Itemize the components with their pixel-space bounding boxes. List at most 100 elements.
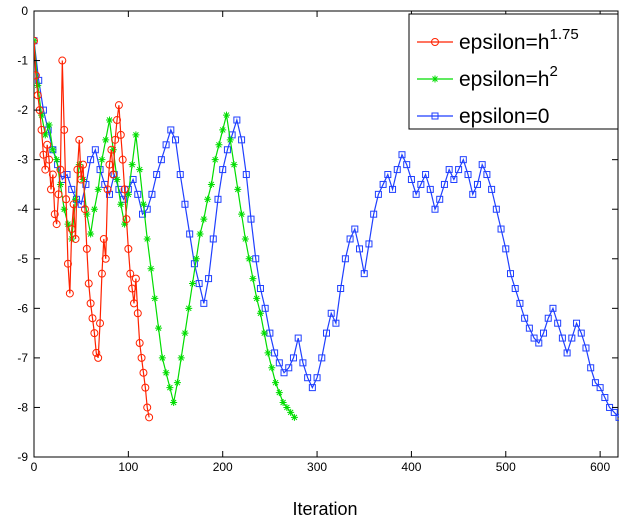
data-point [234,185,242,193]
x-axis: 0 100 200 300 400 500 600 [31,11,610,474]
data-point [215,141,223,149]
data-point [177,354,185,362]
y-tick-label: 0 [21,4,28,18]
data-point [323,329,330,337]
y-axis: 0 -1 -2 -3 -4 -5 -6 -7 -8 -9 [17,4,618,464]
data-point [73,165,82,174]
series-square [34,37,619,421]
data-point [238,210,246,218]
data-point [351,225,359,233]
data-point [200,299,208,307]
data-point [68,185,76,193]
x-tick-label: 100 [118,460,138,474]
data-point [582,344,590,352]
data-point [97,269,106,278]
data-point [226,136,234,144]
data-point [230,161,238,169]
data-point [200,215,208,223]
data-point [577,329,585,337]
data-point [238,136,246,144]
data-point [204,195,212,203]
data-point [332,319,340,327]
data-point [219,166,227,174]
data-point [384,171,392,179]
y-tick-label: -2 [17,103,28,117]
legend-label: epsilon=h2 [459,63,558,91]
data-point [370,210,378,218]
data-point [247,215,255,223]
data-point [389,185,397,193]
data-point [289,354,297,362]
data-point [105,116,113,124]
data-point [69,200,78,209]
data-point [117,200,125,208]
data-point [549,304,557,312]
data-point [280,369,288,377]
data-point [601,394,609,402]
data-point [67,225,76,234]
y-tick-label: -8 [17,400,28,414]
data-point [90,329,99,338]
x-tick-label: 300 [307,460,327,474]
data-point [185,304,193,312]
data-point [299,359,307,367]
data-point [181,329,189,337]
data-point [141,383,150,392]
y-tick-label: -9 [17,450,28,464]
data-point [436,195,444,203]
x-axis-title: Iteration [292,499,357,519]
data-point [431,38,439,46]
data-point [412,190,420,198]
data-point [91,146,99,154]
data-point [120,185,129,194]
data-point [459,156,467,164]
data-point [162,141,170,149]
data-point [124,190,132,198]
data-point [82,244,91,253]
x-tick-label: 500 [496,460,516,474]
data-point [308,384,316,392]
data-point [341,255,349,263]
data-point [87,156,95,164]
data-point [431,75,439,83]
data-point [563,349,571,357]
data-point [587,364,595,372]
data-point [290,413,298,421]
data-point [65,289,74,298]
data-point [34,81,42,89]
data-point [111,135,120,144]
legend-box [408,13,619,130]
data-point [516,299,524,307]
data-point [158,354,166,362]
data-point [393,166,401,174]
data-point [34,91,42,100]
data-point [568,334,576,342]
data-point [261,304,269,312]
data-point [34,71,40,80]
data-point [241,235,249,243]
data-point [92,348,101,357]
data-point [56,180,64,188]
data-point [469,190,477,198]
data-point [124,244,133,253]
data-point [214,195,222,203]
data-point [136,166,144,174]
data-point [118,155,127,164]
series-circle [34,36,154,422]
data-point [431,205,439,213]
data-point [126,269,135,278]
data-point [102,136,110,144]
series-line [34,40,295,418]
data-point [271,349,279,357]
data-point [249,275,257,283]
data-point [166,384,174,392]
data-point [596,384,604,392]
series-star [34,37,298,421]
data-point [260,329,268,337]
data-point [473,180,481,188]
data-point [268,364,276,372]
data-point [407,175,415,183]
data-point [318,354,326,362]
data-point [41,131,49,139]
data-point [116,130,125,139]
